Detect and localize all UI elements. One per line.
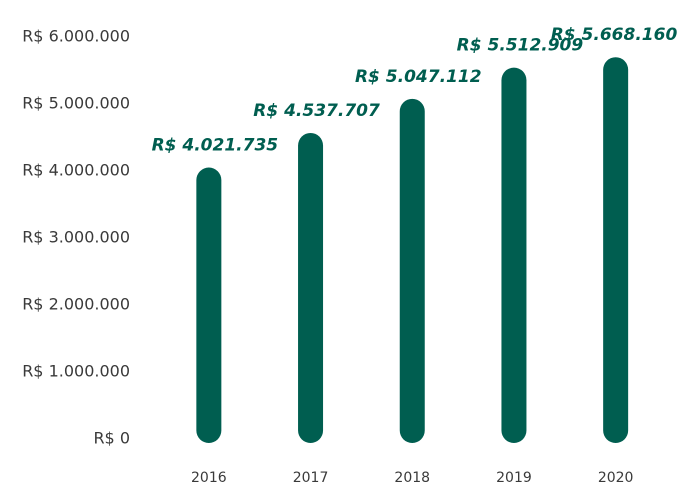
y-tick-label: R$ 5.000.000 — [22, 94, 130, 113]
value-label: R$ 4.537.707 — [253, 101, 380, 121]
value-label: R$ 5.047.112 — [355, 67, 482, 87]
y-tick-label: R$ 2.000.000 — [22, 295, 130, 314]
y-tick-label: R$ 3.000.000 — [22, 228, 130, 247]
bar — [603, 57, 629, 444]
value-label: R$ 5.668.160 — [551, 25, 678, 45]
bar — [196, 167, 222, 443]
bar — [298, 132, 324, 443]
y-tick-label: R$ 1.000.000 — [22, 362, 130, 381]
x-tick-label: 2017 — [293, 470, 329, 483]
bar — [399, 98, 425, 443]
x-tick-label: 2018 — [394, 470, 430, 483]
x-tick-label: 2020 — [598, 470, 634, 483]
value-label: R$ 5.512.909 — [457, 36, 584, 56]
value-label: R$ 4.021.735 — [152, 136, 279, 156]
y-tick-label: R$ 4.000.000 — [22, 161, 130, 180]
y-tick-label: R$ 6.000.000 — [22, 27, 130, 46]
y-tick-label: R$ 0 — [93, 429, 130, 448]
x-tick-label: 2016 — [191, 470, 227, 483]
x-tick-label: 2019 — [496, 470, 532, 483]
bar — [501, 67, 527, 443]
